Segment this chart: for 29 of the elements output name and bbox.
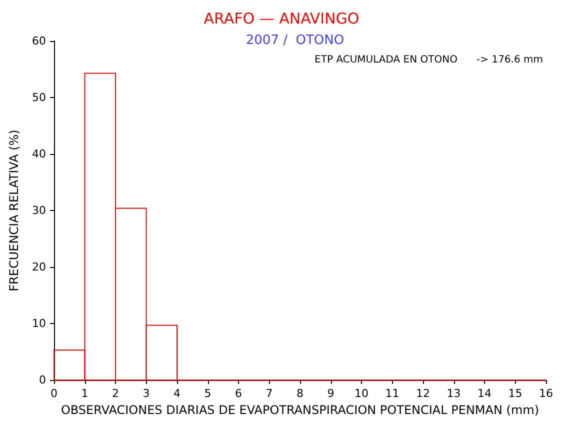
- x-tick-label: 0: [50, 387, 58, 400]
- x-tick-label: 13: [446, 387, 461, 400]
- y-tick-label: 10: [32, 317, 46, 330]
- chart-title: ARAFO — ANAVINGO: [204, 10, 360, 28]
- y-axis-title: FRECUENCIA RELATIVA (%): [7, 130, 21, 292]
- annotation: ETP ACUMULADA EN OTONO -> 176.6 mm: [314, 54, 544, 66]
- chart-subtitle: 2007 / OTONO: [246, 33, 344, 48]
- x-tick-label: 6: [235, 387, 242, 400]
- y-tick-label: 30: [32, 204, 46, 217]
- y-tick-label: 40: [32, 148, 46, 160]
- y-tick-label: 60: [32, 34, 46, 48]
- x-tick-label: 16: [539, 387, 553, 400]
- x-tick-label: 7: [266, 387, 273, 400]
- x-tick-label: 5: [204, 387, 212, 400]
- x-tick-label: 11: [385, 387, 400, 400]
- x-tick-label: 14: [478, 387, 492, 400]
- x-tick-label: 8: [296, 387, 304, 400]
- x-tick-label: 12: [416, 387, 430, 400]
- x-tick-label: 10: [354, 387, 368, 400]
- y-tick-label: 0: [39, 374, 46, 386]
- x-tick-label: 1: [81, 387, 88, 400]
- x-tick-label: 15: [508, 387, 522, 400]
- x-tick-label: 9: [327, 387, 334, 400]
- x-tick-label: 4: [174, 387, 180, 400]
- y-tick-label: 20: [32, 260, 46, 274]
- x-tick-label: 2: [112, 387, 119, 400]
- x-axis-title: OBSERVACIONES DIARIAS DE EVAPOTRANSPIRACION POTENCIAL PENMAN (mm): [60, 403, 540, 417]
- y-tick-label: 50: [32, 91, 46, 104]
- x-tick-label: 3: [142, 387, 150, 400]
